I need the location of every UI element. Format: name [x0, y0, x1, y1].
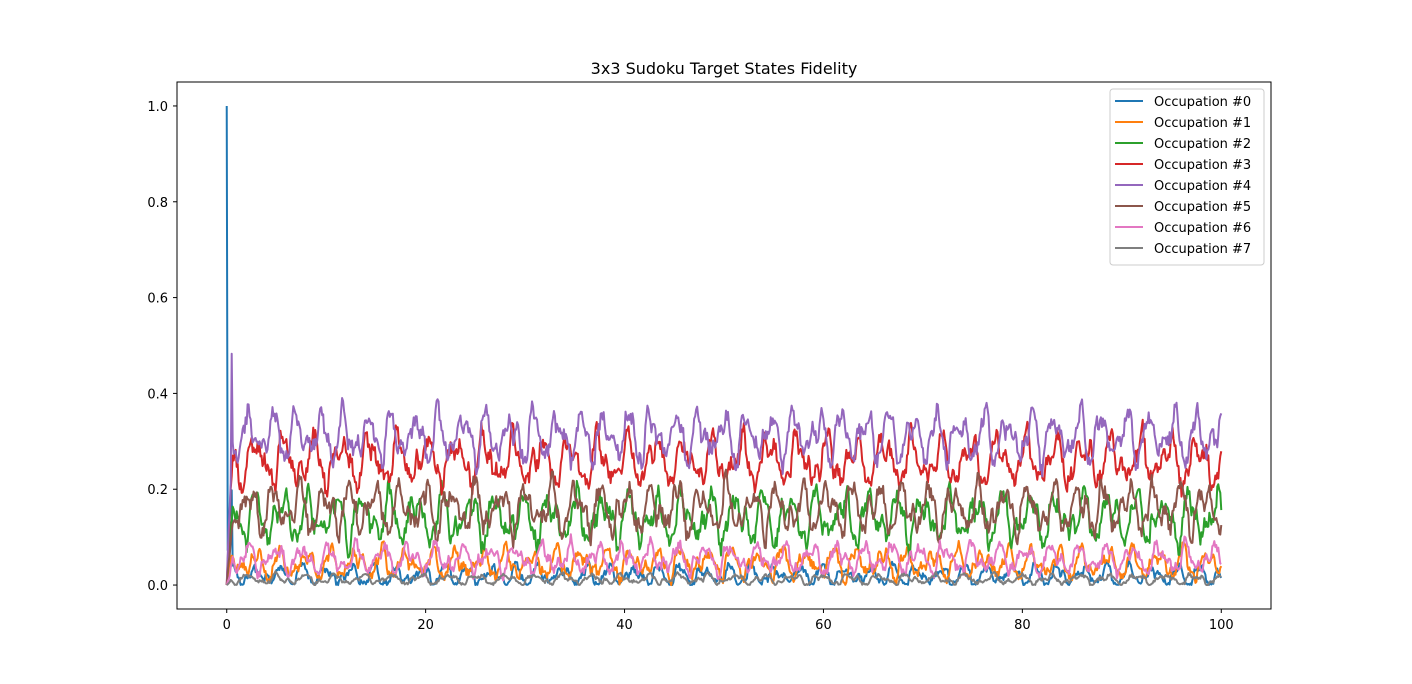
plot-area-frame: [176, 81, 1272, 610]
y-tick-label: 0.6: [147, 292, 168, 307]
legend-label: Occupation #7: [1154, 242, 1251, 257]
x-axis: 0 20 40 60 80 100: [223, 609, 1234, 633]
x-tick-label: 80: [1014, 618, 1031, 633]
x-tick-label: 60: [815, 618, 832, 633]
legend-label: Occupation #6: [1154, 221, 1251, 236]
y-axis: 0.0 0.2 0.4 0.6 0.8 1.0: [147, 100, 177, 594]
series-line-5: [225, 468, 1223, 586]
x-tick-label: 40: [616, 618, 633, 633]
y-tick-label: 0.8: [147, 196, 168, 211]
x-tick-label: 100: [1209, 618, 1234, 633]
legend-label: Occupation #1: [1154, 116, 1251, 131]
legend-label: Occupation #2: [1154, 137, 1251, 152]
series-line-0: [225, 105, 1223, 587]
series-line-6: [225, 533, 1222, 586]
legend-label: Occupation #4: [1154, 179, 1251, 194]
legend-box: [1109, 88, 1265, 266]
legend-label: Occupation #3: [1154, 158, 1251, 173]
legend-label: Occupation #0: [1154, 95, 1251, 110]
y-tick-label: 1.0: [147, 100, 168, 115]
chart-title: 3x3 Sudoku Target States Fidelity: [591, 59, 858, 78]
series-line-4: [225, 352, 1223, 586]
x-tick-label: 0: [223, 618, 231, 633]
plot-series: [225, 105, 1223, 587]
legend-label: Occupation #5: [1154, 200, 1251, 215]
legend: Occupation #0 Occupation #1 Occupation #2 O…: [1109, 88, 1265, 266]
y-tick-label: 0.4: [147, 387, 168, 402]
series-line-7: [226, 570, 1222, 587]
y-tick-label: 0.0: [147, 579, 168, 594]
y-tick-label: 0.2: [147, 483, 168, 498]
x-tick-label: 20: [417, 618, 434, 633]
